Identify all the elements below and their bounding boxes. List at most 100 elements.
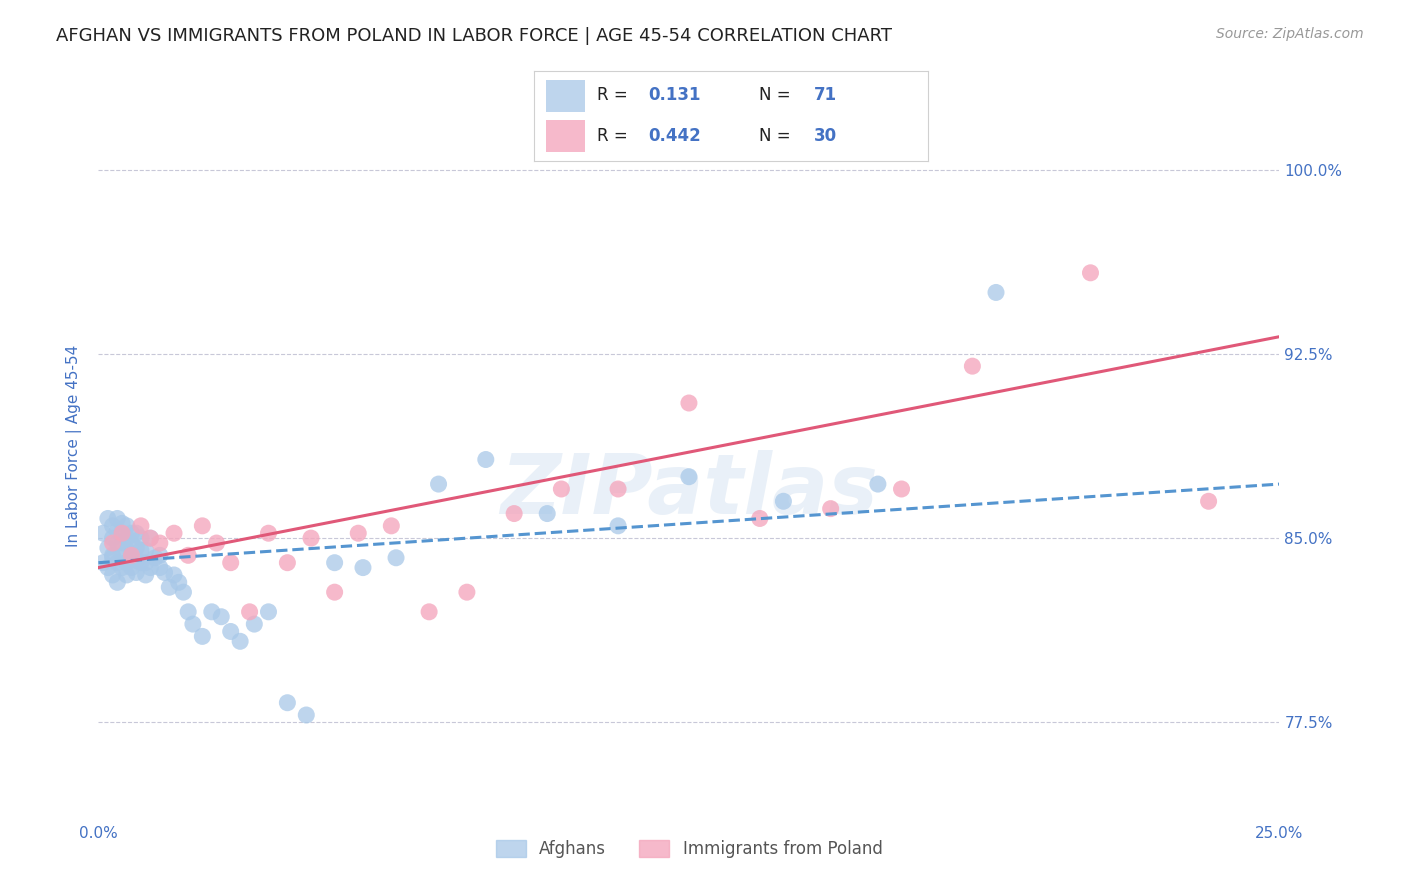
Point bbox=[125, 541, 148, 555]
Point bbox=[115, 556, 138, 570]
Point bbox=[191, 629, 214, 643]
Y-axis label: In Labor Force | Age 45-54: In Labor Force | Age 45-54 bbox=[66, 345, 83, 547]
Point bbox=[257, 605, 280, 619]
Point bbox=[149, 536, 172, 550]
Point bbox=[111, 536, 134, 550]
Point bbox=[101, 568, 124, 582]
Point bbox=[243, 617, 266, 632]
Point bbox=[276, 696, 298, 710]
Point bbox=[135, 568, 157, 582]
Point bbox=[115, 543, 138, 558]
Point bbox=[105, 575, 128, 590]
Point bbox=[503, 507, 526, 521]
Point bbox=[105, 511, 128, 525]
Point bbox=[111, 526, 134, 541]
Text: ZIPatlas: ZIPatlas bbox=[501, 450, 877, 532]
Point bbox=[172, 585, 194, 599]
Text: R =: R = bbox=[598, 127, 633, 145]
Text: N =: N = bbox=[759, 87, 796, 104]
Point bbox=[323, 585, 346, 599]
Point bbox=[97, 511, 120, 525]
Point bbox=[323, 556, 346, 570]
Point bbox=[352, 560, 374, 574]
Point bbox=[153, 566, 176, 580]
Point bbox=[229, 634, 252, 648]
Point bbox=[101, 531, 124, 545]
Text: AFGHAN VS IMMIGRANTS FROM POLAND IN LABOR FORCE | AGE 45-54 CORRELATION CHART: AFGHAN VS IMMIGRANTS FROM POLAND IN LABO… bbox=[56, 27, 893, 45]
Point bbox=[101, 550, 124, 565]
Point bbox=[105, 556, 128, 570]
Text: 0.442: 0.442 bbox=[648, 127, 702, 145]
Point bbox=[427, 477, 450, 491]
Point bbox=[135, 556, 157, 570]
Text: 0.131: 0.131 bbox=[648, 87, 702, 104]
Point bbox=[97, 541, 120, 555]
Point bbox=[276, 556, 298, 570]
Point bbox=[678, 469, 700, 483]
Point bbox=[772, 494, 794, 508]
Point bbox=[149, 560, 172, 574]
Point bbox=[219, 556, 242, 570]
Point bbox=[748, 511, 770, 525]
Point bbox=[205, 536, 228, 550]
Point bbox=[121, 526, 143, 541]
Point bbox=[111, 526, 134, 541]
Point bbox=[1080, 266, 1102, 280]
Point bbox=[607, 482, 630, 496]
Point bbox=[299, 531, 322, 545]
Point bbox=[129, 531, 152, 545]
Point bbox=[550, 482, 572, 496]
Point bbox=[121, 560, 143, 574]
Point bbox=[105, 524, 128, 538]
Point bbox=[607, 519, 630, 533]
Point bbox=[115, 531, 138, 545]
Text: 30: 30 bbox=[814, 127, 837, 145]
Point bbox=[129, 519, 152, 533]
Point bbox=[125, 526, 148, 541]
Point bbox=[962, 359, 984, 373]
Point bbox=[105, 536, 128, 550]
Point bbox=[385, 550, 408, 565]
Legend: Afghans, Immigrants from Poland: Afghans, Immigrants from Poland bbox=[489, 833, 889, 864]
Point bbox=[121, 536, 143, 550]
Point bbox=[111, 560, 134, 574]
Point bbox=[890, 482, 912, 496]
Point bbox=[475, 452, 498, 467]
Point bbox=[347, 526, 370, 541]
Point bbox=[209, 609, 232, 624]
Point bbox=[139, 560, 162, 574]
Point bbox=[820, 501, 842, 516]
Point bbox=[201, 605, 224, 619]
FancyBboxPatch shape bbox=[546, 120, 585, 152]
Point bbox=[101, 549, 124, 563]
Point bbox=[139, 531, 162, 545]
Point bbox=[181, 617, 204, 632]
Point bbox=[163, 526, 186, 541]
Point bbox=[115, 519, 138, 533]
Text: R =: R = bbox=[598, 87, 633, 104]
Point bbox=[101, 536, 124, 550]
Point bbox=[219, 624, 242, 639]
Point bbox=[97, 560, 120, 574]
Text: 71: 71 bbox=[814, 87, 837, 104]
Point bbox=[91, 556, 114, 570]
Point bbox=[257, 526, 280, 541]
Point bbox=[129, 556, 152, 570]
Point bbox=[191, 519, 214, 533]
Point bbox=[121, 549, 143, 563]
Point bbox=[111, 516, 134, 531]
Point bbox=[1198, 494, 1220, 508]
Point bbox=[678, 396, 700, 410]
Point bbox=[101, 519, 124, 533]
Point bbox=[125, 553, 148, 567]
Point bbox=[157, 580, 180, 594]
Point bbox=[866, 477, 889, 491]
Point bbox=[91, 526, 114, 541]
Text: N =: N = bbox=[759, 127, 796, 145]
Point bbox=[139, 531, 162, 545]
Point bbox=[380, 519, 402, 533]
Point bbox=[125, 566, 148, 580]
Point bbox=[984, 285, 1007, 300]
Point bbox=[129, 543, 152, 558]
Point bbox=[167, 575, 190, 590]
